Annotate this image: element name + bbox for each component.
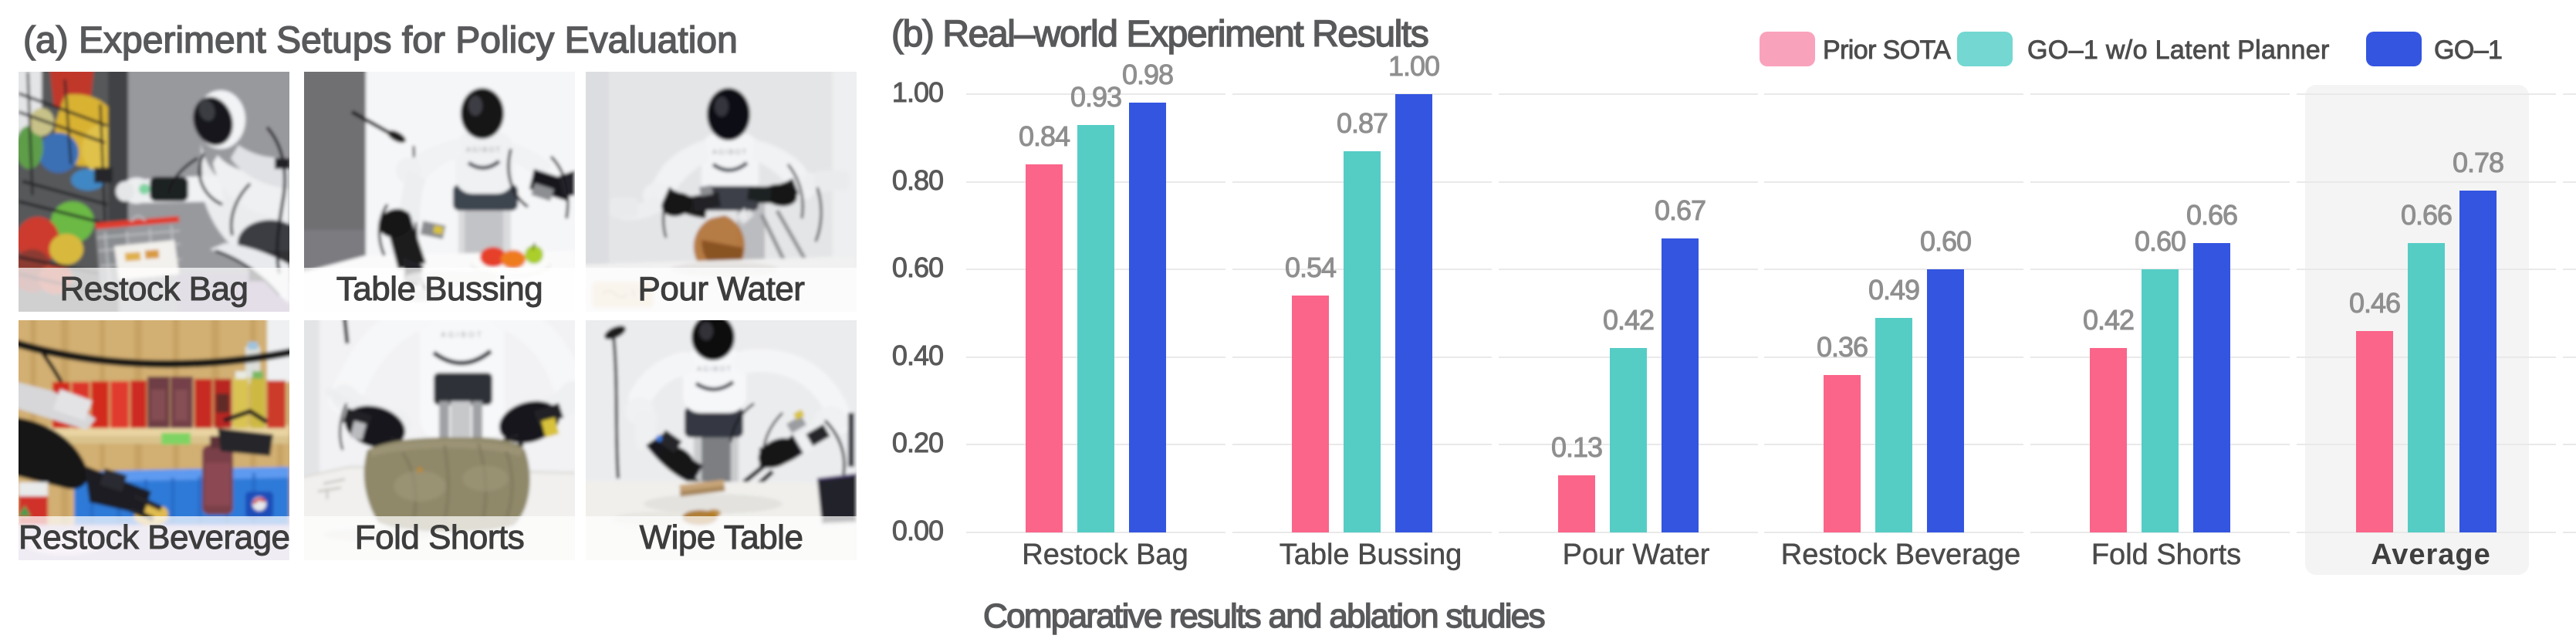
svg-text:AGIBOT: AGIBOT <box>441 331 484 340</box>
svg-text:AGIBOT: AGIBOT <box>712 148 748 156</box>
svg-text:AGIBOT: AGIBOT <box>466 146 502 154</box>
svg-text:AGIBOT: AGIBOT <box>697 365 732 373</box>
